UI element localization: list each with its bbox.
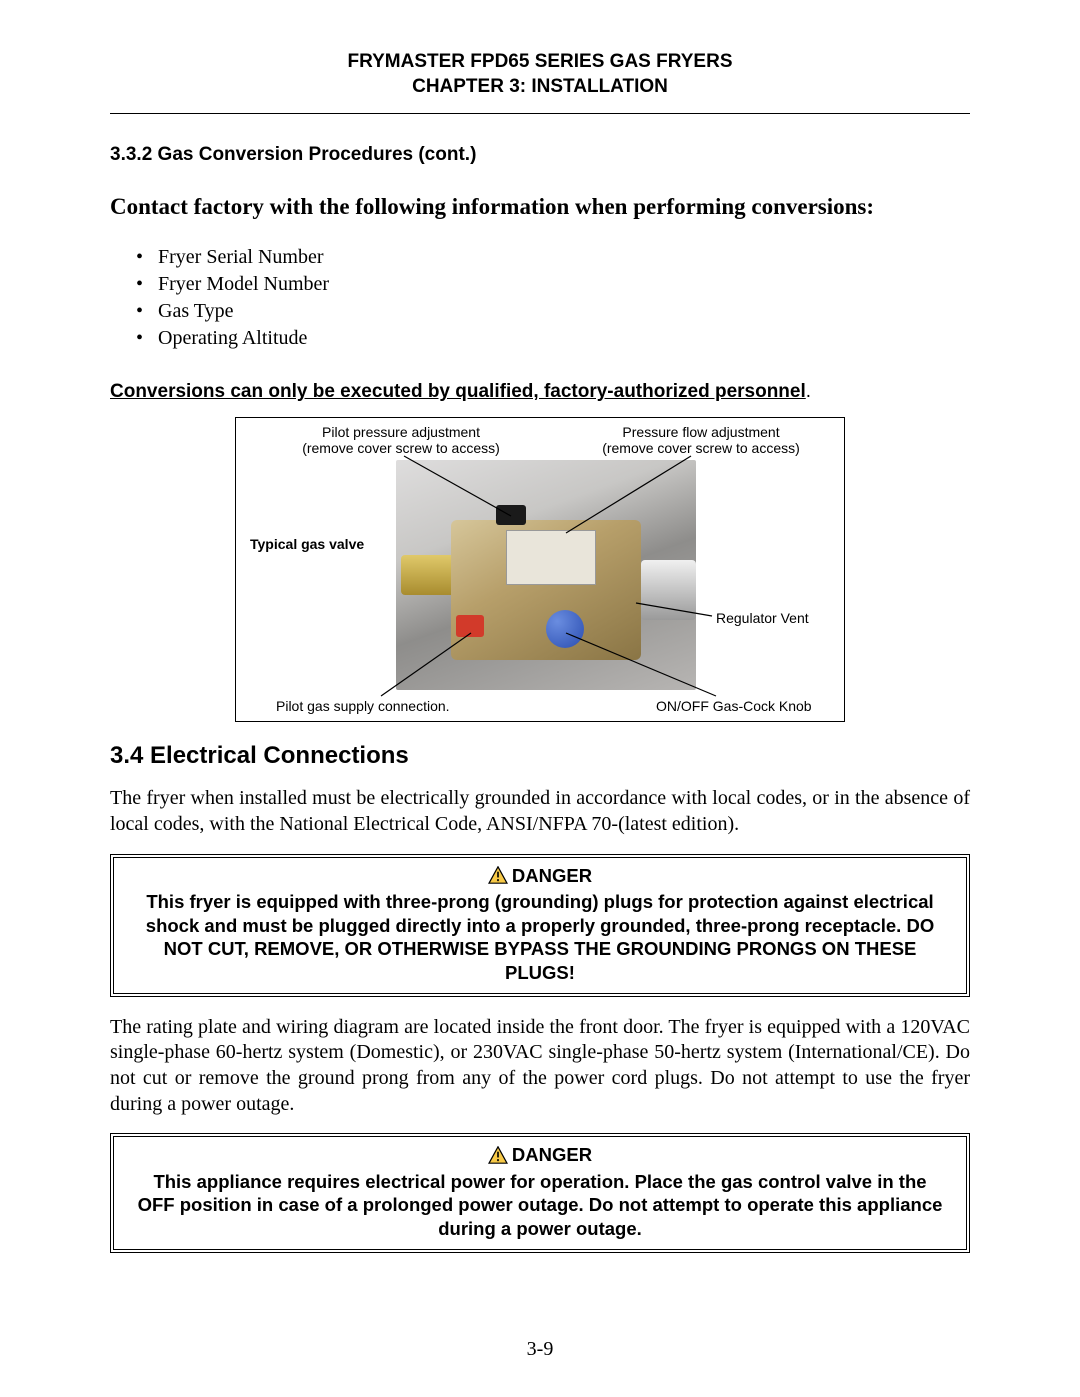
restriction-period: . xyxy=(806,381,811,402)
header-line-1: FRYMASTER FPD65 SERIES GAS FRYERS xyxy=(110,50,970,75)
restriction-text: Conversions can only be executed by qual… xyxy=(110,381,806,402)
header-line-2: CHAPTER 3: INSTALLATION xyxy=(110,75,970,100)
danger-title-row: DANGER xyxy=(488,1143,592,1167)
contact-info-list: Fryer Serial Number Fryer Model Number G… xyxy=(136,244,970,352)
header-rule xyxy=(110,113,970,114)
warning-icon xyxy=(488,1146,508,1164)
subheading-332: 3.3.2 Gas Conversion Procedures (cont.) xyxy=(110,144,970,166)
danger-box-2: DANGER This appliance requires electrica… xyxy=(110,1133,970,1253)
page-number: 3-9 xyxy=(0,1338,1080,1361)
contact-factory-line: Contact factory with the following infor… xyxy=(110,194,970,220)
danger-body: This fryer is equipped with three-prong … xyxy=(134,890,946,985)
section-34-title: 3.4 Electrical Connections xyxy=(110,742,970,770)
list-item: Operating Altitude xyxy=(136,325,970,352)
danger-box-1: DANGER This fryer is equipped with three… xyxy=(110,854,970,997)
list-item: Gas Type xyxy=(136,298,970,325)
conversion-restriction: Conversions can only be executed by qual… xyxy=(110,380,970,403)
danger-body: This appliance requires electrical power… xyxy=(134,1170,946,1241)
para-grounding: The fryer when installed must be electri… xyxy=(110,786,970,837)
danger-title-row: DANGER xyxy=(488,864,592,888)
list-item: Fryer Serial Number xyxy=(136,244,970,271)
page-header: FRYMASTER FPD65 SERIES GAS FRYERS CHAPTE… xyxy=(110,50,970,99)
warning-icon xyxy=(488,866,508,884)
leader-lines xyxy=(236,418,846,723)
danger-label: DANGER xyxy=(512,864,592,888)
danger-label: DANGER xyxy=(512,1143,592,1167)
para-rating-plate: The rating plate and wiring diagram are … xyxy=(110,1015,970,1117)
gas-valve-figure: Pilot pressure adjustment (remove cover … xyxy=(235,417,845,722)
list-item: Fryer Model Number xyxy=(136,271,970,298)
